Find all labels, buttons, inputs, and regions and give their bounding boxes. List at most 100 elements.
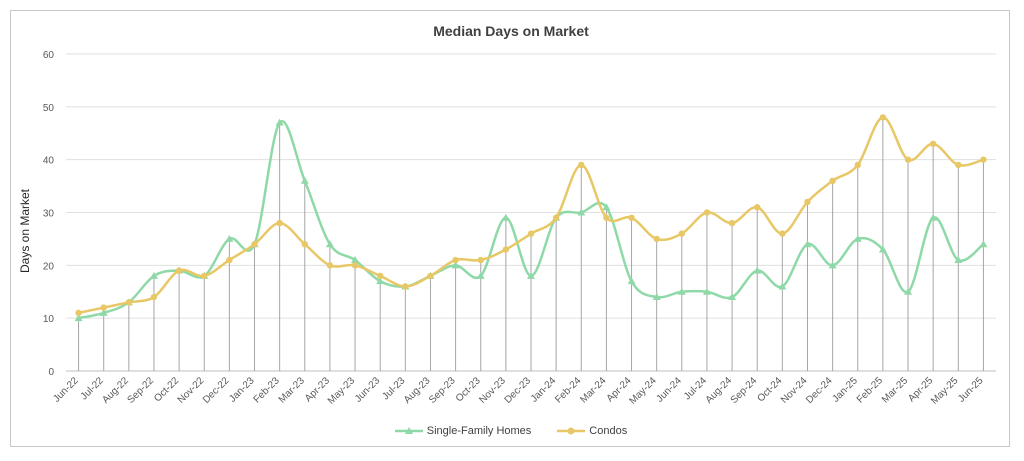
- x-tick-label: Feb-23: [252, 375, 282, 405]
- data-point-single-family-homes: [728, 293, 737, 301]
- data-point-condos: [578, 161, 585, 169]
- x-tick-label: Feb-24: [553, 375, 583, 405]
- data-point-single-family-homes: [602, 203, 611, 211]
- data-point-single-family-homes: [225, 234, 234, 242]
- legend-item-condos: Condos: [557, 425, 627, 437]
- x-tick-label: Dec-23: [503, 375, 534, 406]
- data-point-condos: [678, 230, 686, 237]
- data-point-single-family-homes: [627, 277, 636, 285]
- data-point-condos: [427, 272, 434, 280]
- data-point-condos: [980, 156, 987, 163]
- data-point-condos: [125, 299, 133, 306]
- data-point-single-family-homes: [853, 234, 862, 242]
- line-chart: 0102030405060Jun-22Jul-22Aug-22Sep-22Oct…: [43, 50, 996, 407]
- x-tick-label: Jan-24: [529, 375, 559, 405]
- x-tick-label: Mar-23: [277, 375, 307, 405]
- data-point-single-family-homes: [476, 271, 485, 279]
- data-point-single-family-homes: [300, 176, 309, 184]
- data-point-single-family-homes: [99, 308, 108, 316]
- data-point-condos: [75, 309, 82, 317]
- data-point-single-family-homes: [325, 240, 334, 248]
- data-point-condos: [402, 283, 409, 290]
- x-tick-label: May-23: [326, 375, 358, 407]
- data-point-single-family-homes: [527, 271, 535, 279]
- x-tick-label: Jan-23: [227, 375, 257, 405]
- data-point-single-family-homes: [74, 314, 83, 322]
- x-tick-label: Jan-25: [830, 375, 860, 405]
- x-tick-label: Nov-22: [176, 375, 207, 406]
- x-tick-label: Sep-22: [126, 375, 157, 406]
- data-point-condos: [854, 161, 861, 169]
- x-tick-label: Dec-24: [804, 375, 835, 406]
- y-tick-label: 10: [43, 314, 55, 325]
- data-point-single-family-homes: [828, 261, 837, 269]
- x-tick-label: Feb-25: [855, 375, 885, 405]
- data-point-condos: [150, 293, 158, 301]
- data-point-single-family-homes: [351, 256, 360, 264]
- x-tick-label: Aug-24: [704, 375, 735, 406]
- x-tick-label: Jun-25: [956, 375, 986, 405]
- data-point-condos: [251, 241, 258, 248]
- x-tick-label: Aug-23: [402, 375, 433, 406]
- y-tick-label: 60: [43, 50, 55, 61]
- y-tick-label: 20: [43, 261, 55, 272]
- chart-frame: Median Days on Market Days on Market 0 10…: [10, 10, 1010, 447]
- data-point-condos: [728, 219, 736, 227]
- data-point-condos: [628, 214, 635, 221]
- x-tick-label: Jun-23: [353, 375, 383, 405]
- legend-swatch-condos: [557, 427, 586, 435]
- x-tick-label: Jun-22: [51, 375, 81, 405]
- x-tick-label: Nov-23: [477, 375, 508, 406]
- data-point-condos: [502, 246, 510, 253]
- data-point-single-family-homes: [149, 271, 158, 279]
- data-point-condos: [754, 204, 761, 211]
- data-point-condos: [653, 235, 660, 243]
- chart-title: Median Days on Market: [433, 23, 589, 39]
- x-tick-label: May-25: [929, 375, 961, 407]
- data-point-condos: [477, 256, 484, 264]
- data-point-single-family-homes: [275, 118, 284, 126]
- data-point-single-family-homes: [753, 266, 762, 274]
- data-point-condos: [100, 304, 107, 311]
- data-point-condos: [351, 262, 359, 269]
- data-point-condos: [804, 198, 811, 206]
- x-tick-label: Jun-24: [655, 375, 685, 405]
- y-tick-label: 30: [43, 209, 55, 220]
- x-tick-label: Sep-24: [729, 375, 760, 406]
- data-point-single-family-homes: [677, 287, 686, 295]
- x-tick-label: Sep-23: [427, 375, 458, 406]
- data-point-single-family-homes: [577, 208, 586, 216]
- data-point-single-family-homes: [501, 213, 510, 221]
- data-point-condos: [376, 272, 384, 280]
- data-point-condos: [301, 241, 308, 248]
- data-point-single-family-homes: [451, 261, 460, 269]
- data-point-single-family-homes: [652, 293, 661, 301]
- data-point-single-family-homes: [376, 277, 385, 285]
- data-point-condos: [779, 230, 786, 237]
- data-point-condos: [552, 214, 560, 221]
- x-tick-label: Aug-22: [100, 375, 131, 406]
- data-point-condos: [703, 209, 711, 216]
- y-tick-label: 50: [43, 103, 55, 114]
- data-point-single-family-homes: [702, 287, 711, 295]
- data-point-single-family-homes: [803, 240, 812, 248]
- data-point-single-family-homes: [929, 213, 938, 221]
- x-tick-label: Mar-25: [880, 375, 910, 405]
- y-tick-label: 40: [43, 156, 55, 167]
- legend: Single-Family Homes Condos: [11, 425, 1011, 437]
- data-point-single-family-homes: [878, 245, 887, 253]
- data-point-single-family-homes: [979, 240, 988, 248]
- data-point-condos: [452, 256, 459, 264]
- data-point-condos: [226, 256, 233, 264]
- data-point-condos: [955, 161, 962, 169]
- x-tick-label: May-24: [627, 375, 659, 407]
- legend-label-single-family: Single-Family Homes: [426, 425, 532, 437]
- legend-item-single-family: Single-Family Homes: [394, 425, 532, 437]
- data-point-single-family-homes: [954, 256, 963, 264]
- legend-label-condos: Condos: [589, 425, 628, 437]
- data-point-condos: [879, 114, 887, 121]
- data-point-condos: [603, 214, 610, 221]
- data-point-condos: [175, 267, 183, 274]
- legend-swatch-single-family: [394, 427, 423, 434]
- data-point-condos: [929, 140, 937, 148]
